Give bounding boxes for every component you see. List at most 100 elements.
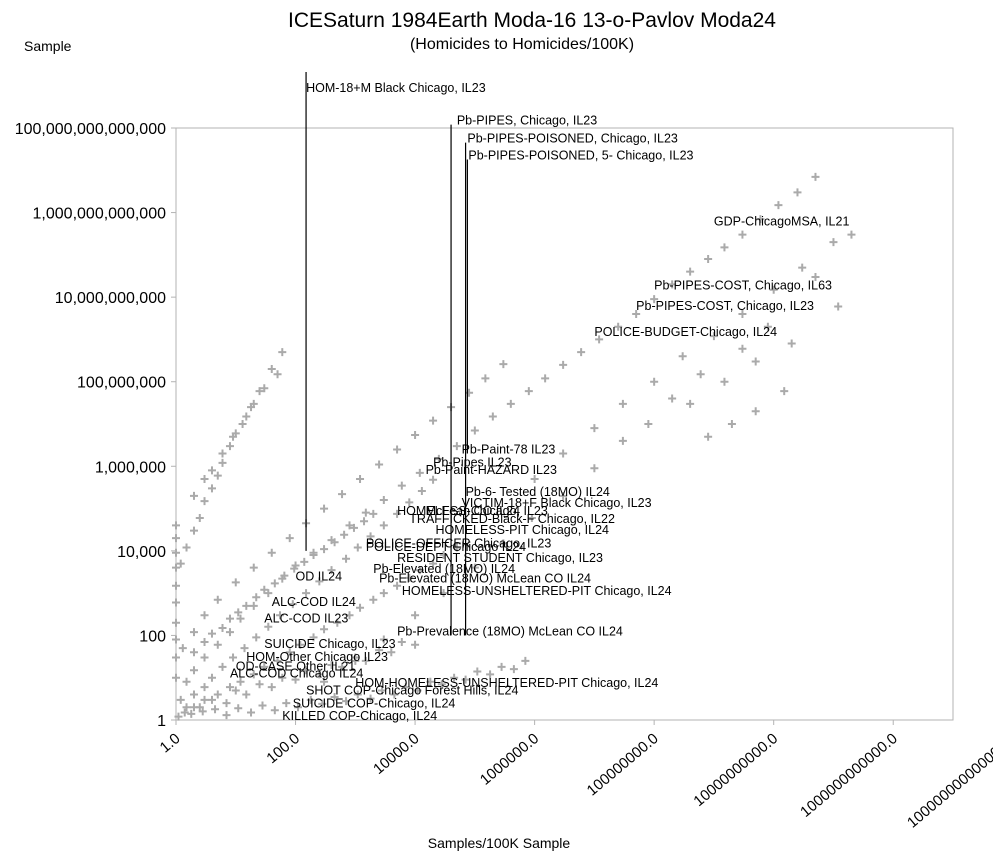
data-point <box>369 509 378 518</box>
data-point <box>309 550 318 559</box>
data-point <box>401 683 410 692</box>
data-point <box>393 509 402 518</box>
annotation-label: McLean CO IL24 <box>426 504 521 518</box>
data-point <box>366 532 375 541</box>
data-point <box>278 673 287 682</box>
data-point <box>361 656 370 665</box>
data-point <box>798 263 807 272</box>
data-point <box>234 608 243 617</box>
annotation-label: HOM-HOMELESS-UNSHELTERED-PIT Chicago, IL… <box>355 676 658 690</box>
data-point <box>369 595 378 604</box>
data-point <box>709 332 718 341</box>
data-point <box>300 557 309 566</box>
annotation-label: OD-CASE Other IL21 <box>236 659 356 673</box>
annotation-label: ALC-COD Chicago IL24 <box>230 667 363 681</box>
data-point <box>200 637 209 646</box>
data-point <box>231 578 240 587</box>
data-point <box>222 711 231 720</box>
data-point <box>379 589 388 598</box>
annotation-labels: HOM-18+M Black Chicago, IL23 Pb-PIPES, Ch… <box>230 81 849 723</box>
x-tick-label: 100.0 <box>263 730 303 767</box>
data-point <box>356 475 365 484</box>
data-point <box>439 550 448 559</box>
data-point <box>258 701 267 710</box>
data-point <box>439 589 448 598</box>
data-point <box>437 680 446 689</box>
data-point <box>320 677 329 686</box>
data-point <box>527 513 536 522</box>
data-point <box>249 601 258 610</box>
data-point <box>182 543 191 552</box>
annotation-label: POLICE-DEPT Chicago IL24 <box>366 540 526 554</box>
data-point <box>189 666 198 675</box>
data-point <box>327 660 336 669</box>
data-point <box>356 603 365 612</box>
annotation-label: TRAFFICKED-Black-F Chicago, IL22 <box>409 512 615 526</box>
data-point <box>195 513 204 522</box>
data-point <box>273 656 282 665</box>
data-point <box>559 360 568 369</box>
y-tick-label: 1,000,000,000,000 <box>33 206 167 223</box>
data-point <box>351 656 360 665</box>
annotation-label: OD IL24 <box>296 569 343 583</box>
x-tick-label: 10000.0 <box>370 730 422 778</box>
data-point <box>450 673 459 682</box>
data-point <box>249 563 258 572</box>
data-point <box>415 468 424 477</box>
annotation-label: POLICE-OFFICER Chicago, IL23 <box>366 537 552 551</box>
data-point <box>200 695 209 704</box>
y-tick-label: 10,000,000,000 <box>55 290 166 307</box>
data-point <box>176 559 185 568</box>
data-point <box>189 526 198 535</box>
annotation-label: SUICIDE Chicago, IL23 <box>264 637 395 651</box>
data-point <box>225 442 234 451</box>
data-point <box>296 640 305 649</box>
data-point <box>405 498 414 507</box>
data-point <box>207 484 216 493</box>
annotation-label: SHOT COP-Chicago Forest Hills, IL24 <box>306 684 518 698</box>
data-point <box>189 491 198 500</box>
data-point <box>282 699 291 708</box>
data-point <box>242 412 251 421</box>
annotation-label: POLICE-BUDGET-Chicago, IL24 <box>594 325 777 339</box>
data-point <box>738 309 747 318</box>
data-point <box>267 364 276 373</box>
data-point <box>236 677 245 686</box>
data-point <box>255 680 264 689</box>
data-point <box>668 394 677 403</box>
annotation-label: Pb-Elevated (18MO) McLean CO IL24 <box>379 571 591 585</box>
data-point <box>182 703 191 712</box>
data-point <box>590 424 599 433</box>
data-point <box>497 662 506 671</box>
data-point <box>306 695 315 704</box>
data-point <box>320 625 329 634</box>
data-point <box>172 548 180 557</box>
data-point <box>345 611 354 620</box>
data-point <box>847 230 856 239</box>
data-point <box>366 694 375 703</box>
y-tick-label: 1,000,000 <box>95 459 166 476</box>
annotation-label: RESIDENT STUDENT Chicago, IL23 <box>397 551 603 565</box>
data-point <box>461 675 470 684</box>
annotation-label: SUICIDE COP-Chicago, IL24 <box>293 696 456 710</box>
data-point <box>172 653 180 662</box>
data-point <box>172 534 180 543</box>
data-point <box>774 201 783 210</box>
data-point <box>397 637 406 646</box>
data-point <box>787 339 796 348</box>
data-point <box>213 690 222 699</box>
data-point <box>470 426 479 435</box>
data-point <box>249 670 258 679</box>
data-point <box>375 646 384 655</box>
data-point <box>834 302 843 311</box>
annotation-label: Pb-Pipes IL23 <box>433 455 512 469</box>
data-point <box>345 521 354 530</box>
annotation-label: GDP-ChicagoMSA, IL21 <box>714 214 850 228</box>
x-tick-label: 1000000.0 <box>477 730 542 789</box>
data-point <box>506 399 515 408</box>
data-point <box>434 454 443 463</box>
data-point <box>172 563 180 572</box>
data-point <box>278 348 287 357</box>
data-point <box>302 666 311 675</box>
data-point <box>379 521 388 530</box>
